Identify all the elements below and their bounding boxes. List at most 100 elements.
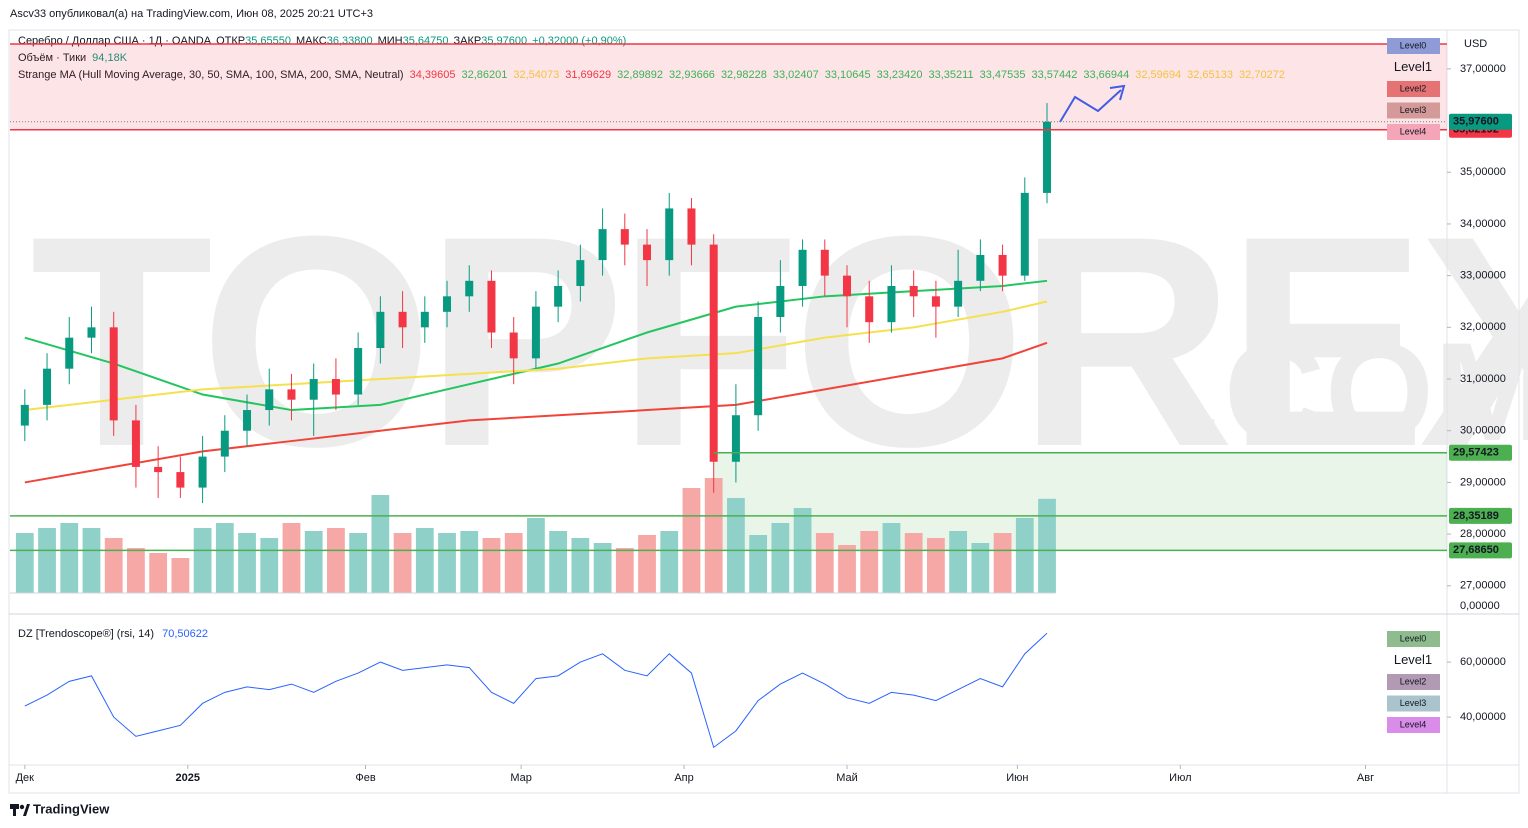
y-tick-label: 32,00000: [1460, 321, 1506, 333]
volume-bar: [860, 531, 879, 593]
candle-body: [976, 254, 985, 281]
candle-body: [643, 244, 652, 261]
legend-ma-value: 33,66944: [1083, 69, 1129, 81]
candle-body: [265, 389, 274, 411]
candle-body: [598, 229, 607, 261]
level-badge-label: Level4: [1400, 126, 1427, 136]
level-badge-label: Level3: [1400, 105, 1427, 115]
level-badge: [1387, 695, 1440, 712]
candle-body: [287, 389, 296, 400]
level-badge-label: Level2: [1400, 83, 1427, 93]
volume-bar: [815, 533, 834, 593]
legend-ma-line: Strange MA (Hull Moving Average, 30, 50,…: [18, 69, 1285, 81]
volume-bar: [127, 548, 145, 593]
candle-body: [820, 249, 829, 276]
volume-bar: [149, 553, 168, 593]
volume-bar: [371, 495, 390, 593]
candle-body: [331, 379, 340, 395]
volume-bar: [1015, 518, 1034, 593]
volume-bar: [704, 478, 723, 593]
candle-body: [443, 296, 452, 312]
candle-body: [865, 296, 874, 323]
candle-body: [998, 254, 1007, 276]
volume-bar: [260, 538, 279, 593]
volume-bar: [571, 538, 590, 593]
x-tick-label: Авг: [1357, 772, 1374, 784]
volume-bar: [327, 528, 345, 593]
x-tick-label: Май: [836, 772, 858, 784]
volume-bar: [171, 558, 190, 593]
candle-body: [776, 285, 785, 317]
level-badge: [1387, 102, 1440, 119]
level-badge-label: Level1: [1394, 652, 1432, 667]
candle-body: [620, 229, 629, 245]
legend-ma-label: Strange MA (Hull Moving Average, 30, 50,…: [18, 69, 404, 81]
volume-bar: [993, 533, 1012, 593]
y-tick-label: 31,00000: [1460, 373, 1506, 385]
support-zone: [713, 452, 1447, 551]
legend-ma-value: 33,10645: [825, 69, 871, 81]
volume-bar: [82, 528, 101, 593]
volume-bar: [104, 538, 123, 593]
level-badge-label: Level4: [1400, 719, 1427, 729]
volume-bar: [927, 538, 945, 593]
volume-bar: [615, 548, 634, 593]
volume-bar: [527, 518, 545, 593]
volume-bar: [193, 528, 212, 593]
level-badge: [1387, 717, 1440, 733]
y-tick-label: 27,00000: [1460, 580, 1506, 592]
volume-bar: [460, 531, 479, 593]
footer-logo: [10, 804, 30, 816]
candle-body: [354, 348, 363, 395]
volume-bar: [504, 533, 523, 593]
volume-bar: [60, 523, 79, 593]
volume-bar: [638, 535, 656, 593]
candle-body: [43, 368, 52, 405]
legend-rsi-label: DZ [Trendoscope®] (rsi, 14): [18, 628, 154, 640]
candle-body: [131, 420, 140, 467]
candle-body: [531, 306, 540, 359]
level-badge-label: Level0: [1400, 633, 1427, 643]
candle-body: [709, 244, 718, 462]
x-tick-label: Мар: [510, 772, 532, 784]
candle-body: [220, 430, 229, 457]
legend-volume-label: Объём · Тики: [18, 52, 86, 64]
volume-bar: [238, 533, 256, 593]
y-tick-label: 33,00000: [1460, 270, 1506, 282]
candle-body: [931, 296, 940, 307]
candle-body: [176, 472, 185, 488]
candle-body: [243, 410, 252, 431]
candle-body: [554, 285, 563, 307]
volume-bar: [15, 533, 34, 593]
level-badge: [1387, 81, 1440, 97]
footer-brand: TradingView: [33, 801, 110, 816]
candle-body: [198, 456, 207, 488]
level-badge: [1387, 38, 1440, 54]
y-tick-label: 30,00000: [1460, 425, 1506, 437]
resistance-zone: [10, 44, 1447, 130]
legend-rsi-line: DZ [Trendoscope®] (rsi, 14) 70,50622: [18, 628, 208, 640]
x-tick-label: Июл: [1169, 772, 1191, 784]
last-price-box: [1449, 113, 1512, 130]
candle-body: [909, 285, 918, 297]
candle-body: [731, 415, 740, 462]
candle-body: [154, 466, 163, 473]
legend-ma-value: 32,59694: [1135, 69, 1181, 81]
legend-ma-value: 31,69629: [565, 69, 611, 81]
legend-ma-value: 32,98228: [721, 69, 767, 81]
candle-body: [1020, 192, 1029, 276]
legend-ma-value: 33,23420: [877, 69, 923, 81]
level-label-box: [1449, 542, 1512, 559]
y-tick-label: 37,00000: [1460, 63, 1506, 75]
x-tick-label: 2025: [176, 772, 200, 784]
legend-volume-value: 94,18K: [92, 52, 128, 64]
volume-bar: [349, 533, 368, 593]
legend-ma-value: 33,02407: [773, 69, 819, 81]
x-tick-label: Дек: [16, 772, 35, 784]
y2-tick-label: 0,00000: [1460, 600, 1500, 612]
legend-ma-value: 33,57442: [1031, 69, 1077, 81]
level-badge: [1387, 674, 1440, 690]
